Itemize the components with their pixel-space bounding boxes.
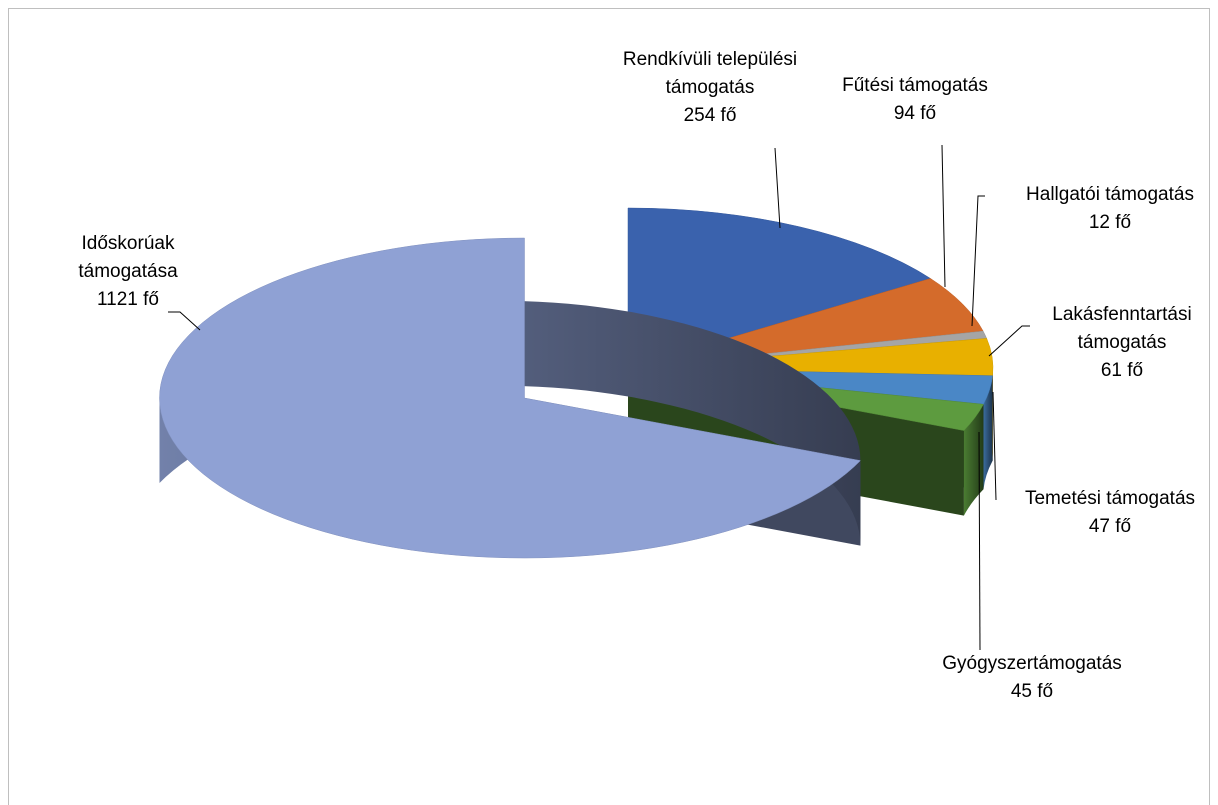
category-label: Időskorúak támogatása (78, 233, 178, 282)
data-label: Rendkívüli települési támogatás 254 fő (610, 46, 810, 130)
leader-line (941, 144, 946, 288)
value-label: 45 fő (1010, 681, 1054, 702)
value-label: 47 fő (1088, 516, 1132, 537)
leader-line (774, 147, 781, 229)
leader-line (978, 431, 981, 651)
data-label: Temetési támogatás 47 fő (1000, 485, 1218, 541)
data-label: Fűtési támogatás 94 fő (815, 72, 1015, 128)
data-label: Hallgatói támogatás 12 fő (1000, 181, 1218, 237)
category-label: Hallgatói támogatás (1026, 184, 1194, 205)
category-label: Fűtési támogatás (842, 75, 988, 96)
data-label: Gyógyszertámogatás 45 fő (917, 650, 1147, 706)
data-label: Lakásfenntartási támogatás 61 fő (1035, 301, 1210, 385)
leader-line (988, 325, 1030, 357)
leader-line (992, 391, 997, 501)
chart-border (8, 8, 1210, 805)
slice-wall (983, 375, 993, 490)
value-label: 254 fő (683, 105, 737, 126)
category-label: Rendkívüli települési támogatás (622, 49, 798, 98)
category-label: Lakásfenntartási támogatás (1052, 304, 1192, 353)
leader-line (971, 195, 985, 327)
slice (627, 207, 932, 369)
value-label: 12 fő (1088, 212, 1132, 233)
value-label: 1121 fő (97, 289, 159, 310)
category-label: Temetési támogatás (1024, 488, 1196, 509)
slice (159, 237, 861, 559)
value-label: 94 fő (893, 103, 937, 124)
category-label: Gyógyszertámogatás (942, 653, 1122, 674)
data-label: Időskorúak támogatása 1121 fő (63, 230, 193, 314)
leader-line (168, 311, 201, 331)
value-label: 61 fő (1100, 360, 1144, 381)
